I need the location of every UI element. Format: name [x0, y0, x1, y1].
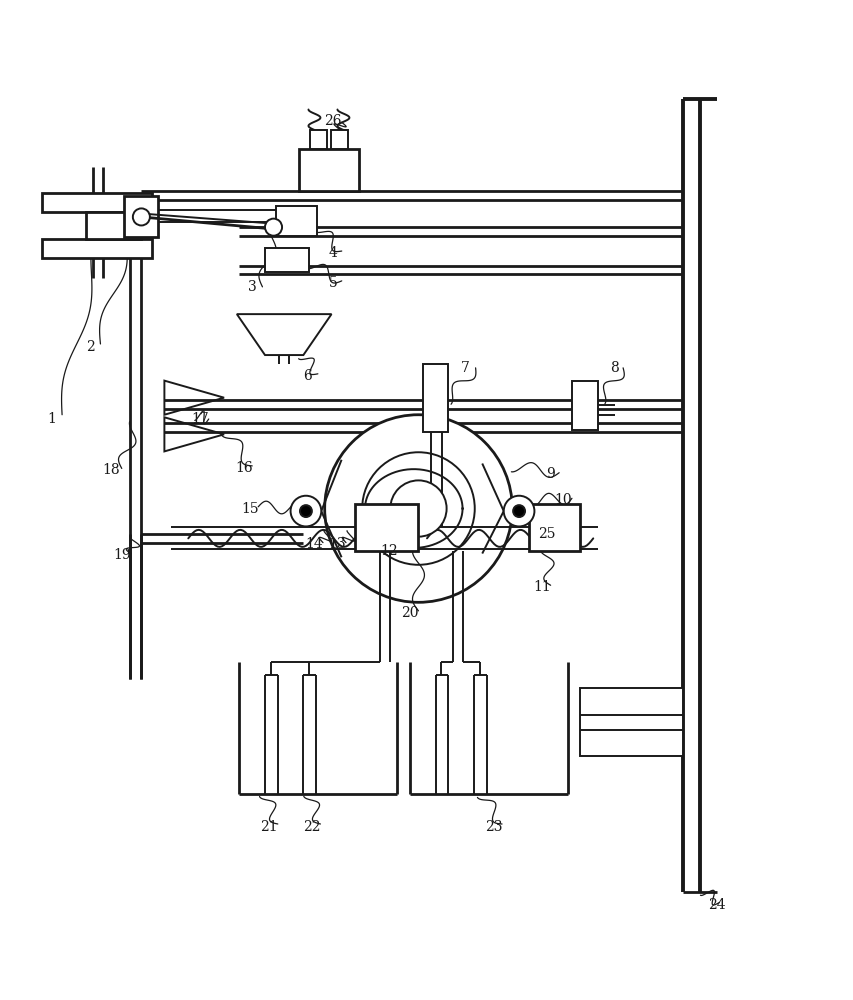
Text: 9: 9 [546, 467, 554, 481]
Circle shape [264, 219, 281, 236]
Circle shape [513, 505, 525, 517]
Text: 14: 14 [305, 537, 323, 551]
Text: 21: 21 [260, 820, 278, 834]
Text: 25: 25 [537, 527, 554, 541]
Text: 11: 11 [532, 580, 550, 594]
Circle shape [324, 415, 512, 602]
Text: 18: 18 [102, 463, 120, 477]
Bar [354, 504, 418, 551]
Circle shape [133, 208, 150, 225]
Text: 5: 5 [328, 276, 337, 290]
Bar [422, 364, 448, 432]
Bar [330, 130, 347, 149]
Text: 7: 7 [461, 361, 469, 375]
Polygon shape [165, 417, 223, 451]
Bar [529, 504, 580, 551]
Bar [42, 193, 153, 212]
Text: 24: 24 [707, 898, 725, 912]
Text: 4: 4 [328, 246, 337, 260]
Text: 17: 17 [191, 412, 209, 426]
Text: 20: 20 [401, 606, 418, 620]
Bar [310, 130, 327, 149]
Bar [572, 381, 597, 430]
Text: 16: 16 [235, 461, 252, 475]
Bar [42, 239, 153, 258]
Circle shape [362, 452, 474, 565]
Circle shape [290, 496, 321, 526]
Text: 15: 15 [241, 502, 258, 516]
Circle shape [503, 496, 534, 526]
Text: 19: 19 [113, 548, 131, 562]
Circle shape [390, 480, 446, 537]
Text: 8: 8 [610, 361, 618, 375]
Bar [125, 210, 277, 222]
Bar [580, 688, 682, 756]
Text: 2: 2 [86, 340, 95, 354]
Polygon shape [165, 381, 223, 415]
Text: 1: 1 [48, 412, 56, 426]
Text: 6: 6 [303, 369, 311, 383]
Text: 23: 23 [485, 820, 502, 834]
Text: 10: 10 [554, 493, 572, 507]
Text: 22: 22 [303, 820, 320, 834]
Text: 12: 12 [380, 544, 397, 558]
Bar [125, 196, 159, 237]
Bar [276, 206, 316, 236]
Bar [264, 248, 309, 272]
Polygon shape [236, 314, 331, 355]
Text: 3: 3 [247, 280, 256, 294]
Text: 26: 26 [324, 114, 341, 128]
Circle shape [299, 505, 311, 517]
Bar [299, 149, 358, 191]
Text: 13: 13 [328, 537, 345, 551]
Bar [86, 212, 142, 239]
